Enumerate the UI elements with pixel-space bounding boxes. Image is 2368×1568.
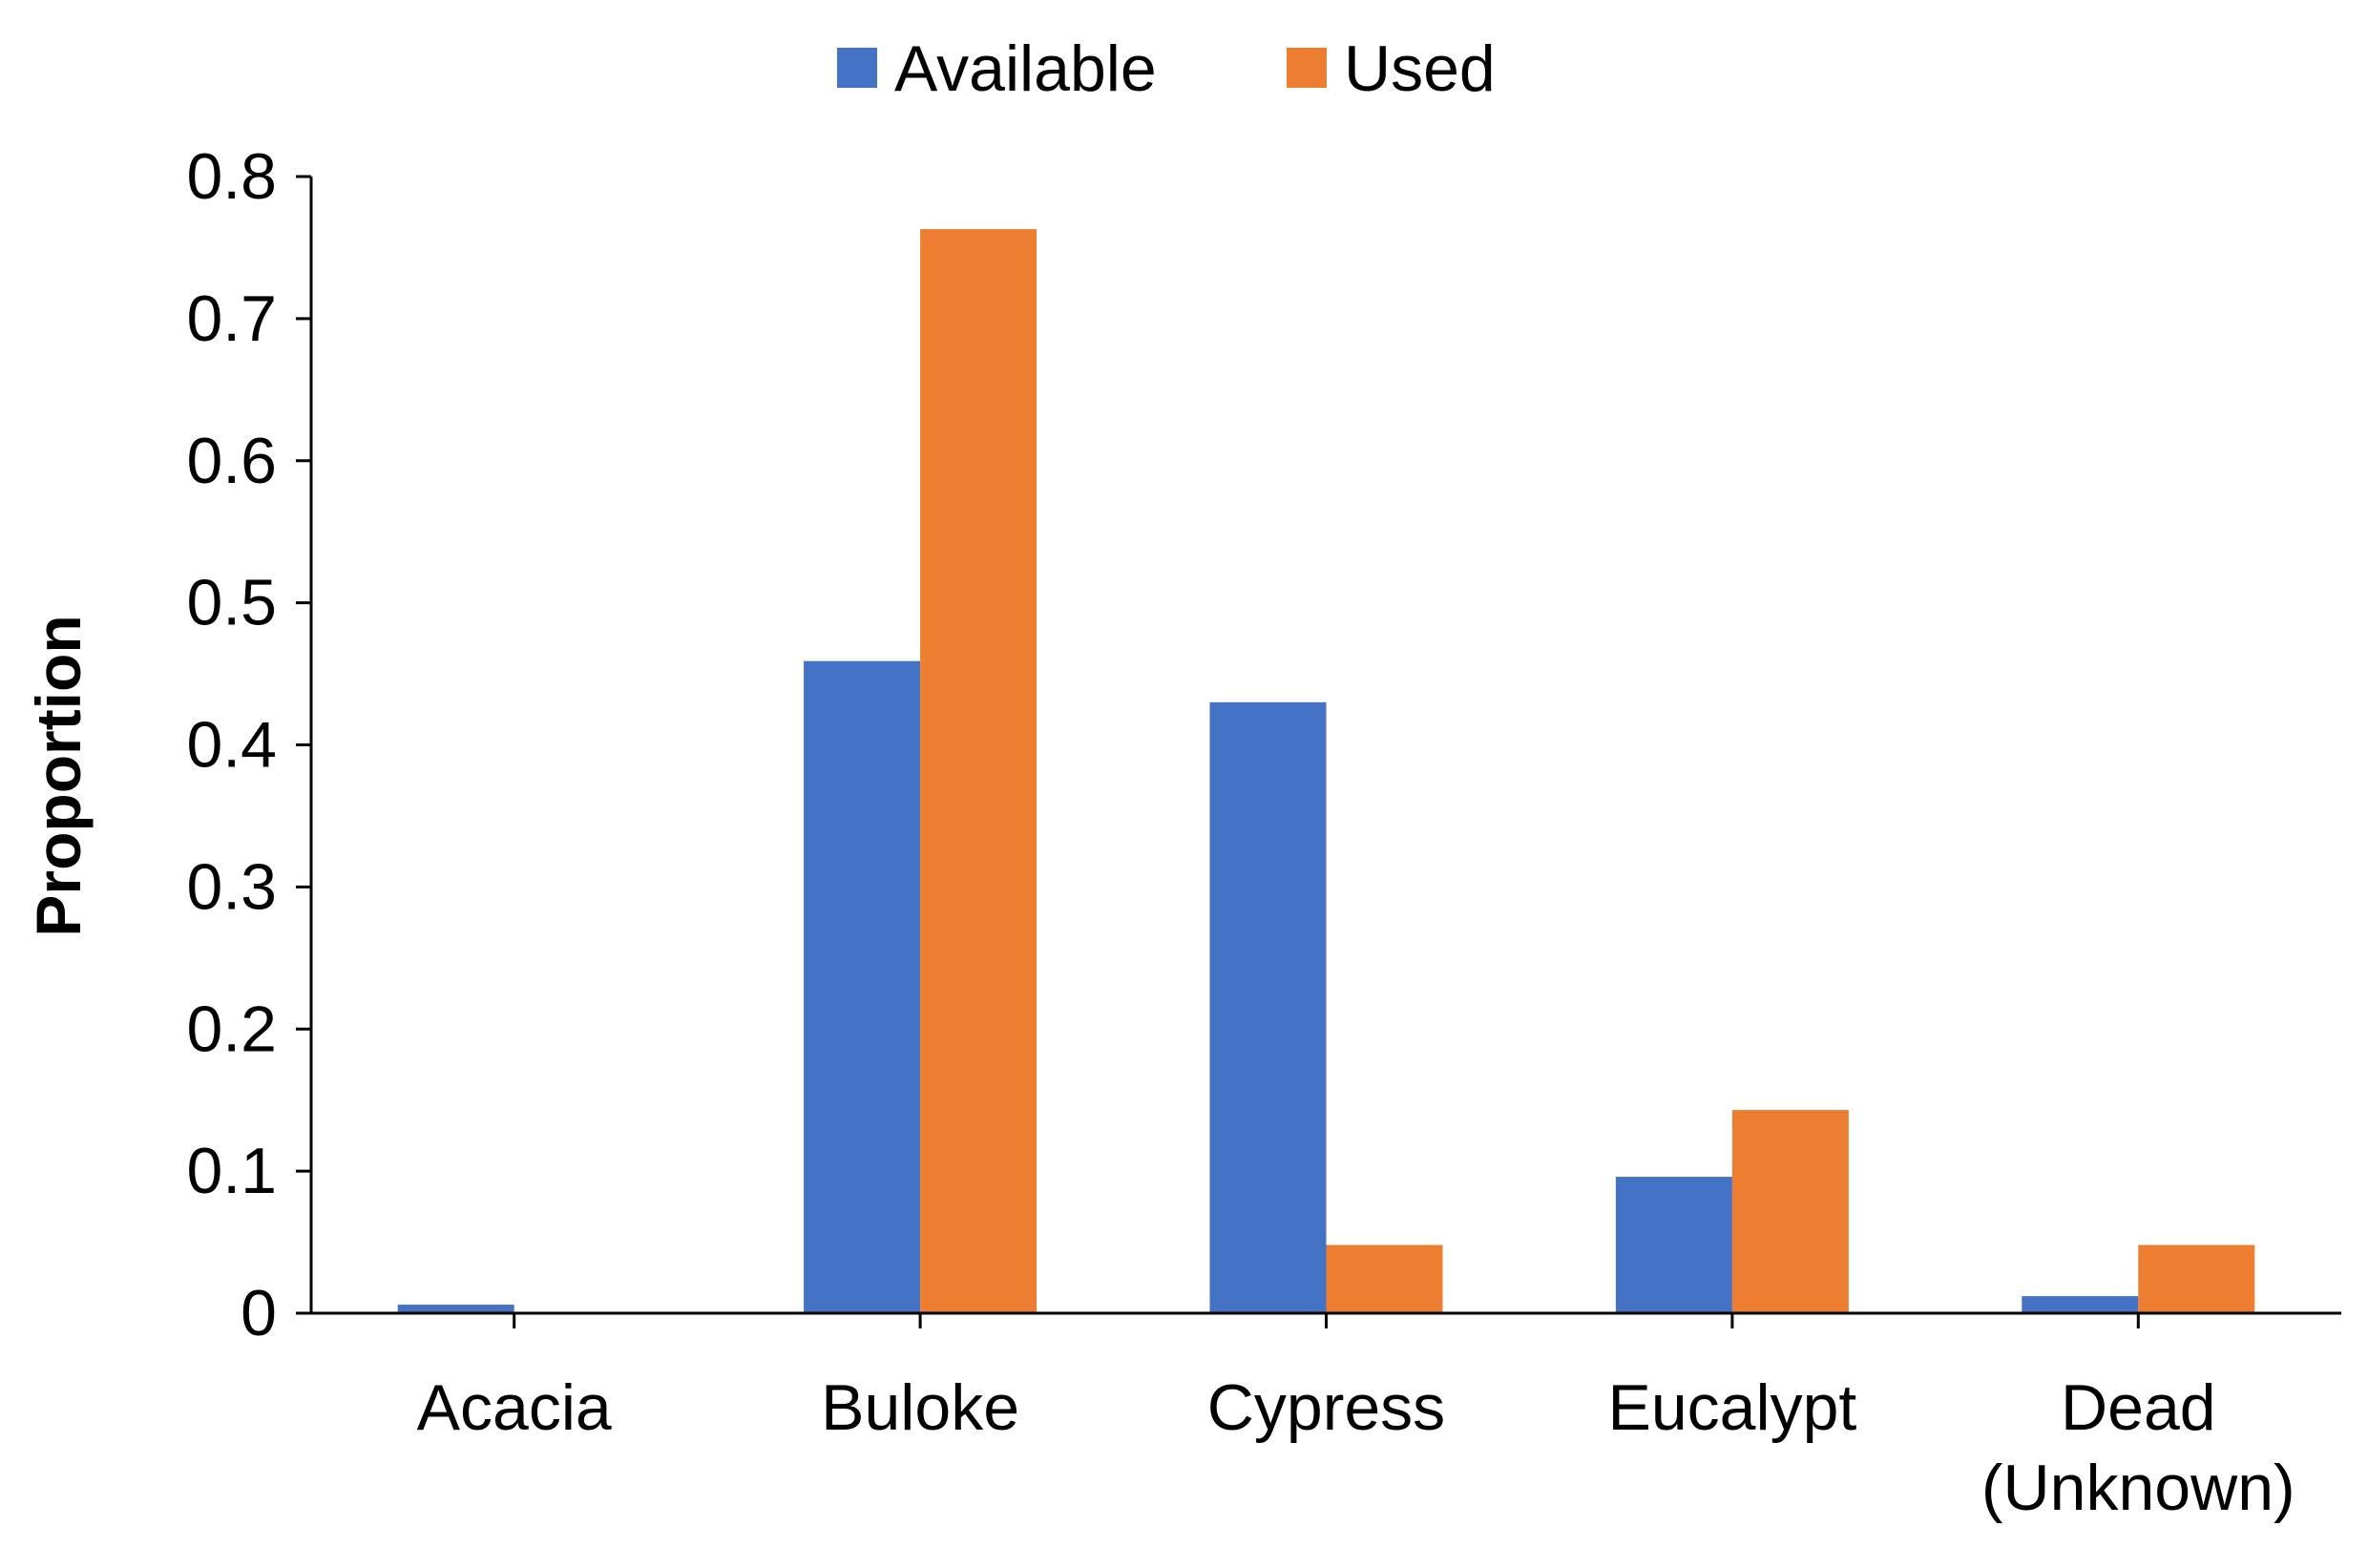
bar-available-cypress — [1209, 701, 1327, 1313]
y-tick-label: 0.4 — [186, 709, 277, 782]
legend-label-available: Available — [894, 32, 1157, 105]
y-axis-ticks: 0 0.1 0.2 0.3 0.4 0.5 0.6 0.7 0.8 — [186, 140, 311, 1349]
y-axis-label: Proportion — [23, 615, 94, 936]
x-axis-ticks: Acacia Buloke Cypress Eucalypt Dead (Unknown) — [417, 1313, 2295, 1524]
y-tick-label: 0.6 — [186, 425, 277, 497]
y-tick-label: 0.3 — [186, 850, 277, 923]
x-category-label: Acacia — [417, 1371, 612, 1444]
legend-label-used: Used — [1344, 32, 1496, 105]
bar-used-cypress — [1326, 1244, 1443, 1313]
bar-available-acacia — [397, 1305, 514, 1313]
bar-available-buloke — [804, 660, 921, 1313]
legend: Available Used — [837, 32, 1496, 105]
x-category-label: Dead — [2061, 1371, 2216, 1444]
x-category-label: Cypress — [1207, 1371, 1445, 1444]
y-tick-label: 0.5 — [186, 567, 277, 639]
bar-available-dead — [2022, 1296, 2139, 1313]
x-category-label: (Unknown) — [1981, 1452, 2295, 1524]
x-category-label: Eucalypt — [1607, 1371, 1856, 1444]
y-tick-label: 0.2 — [186, 993, 277, 1065]
bars — [397, 229, 2255, 1314]
y-tick-label: 0.1 — [186, 1135, 277, 1207]
y-tick-label: 0.8 — [186, 140, 277, 213]
y-tick-label: 0 — [241, 1277, 277, 1349]
bar-used-dead — [2138, 1244, 2255, 1313]
x-category-label: Buloke — [821, 1371, 1019, 1444]
bar-used-eucalypt — [1731, 1110, 1849, 1313]
bar-used-buloke — [920, 229, 1037, 1314]
y-tick-label: 0.7 — [186, 282, 277, 355]
legend-swatch-available — [837, 48, 877, 88]
legend-swatch-used — [1287, 48, 1327, 88]
bar-available-eucalypt — [1615, 1177, 1732, 1313]
